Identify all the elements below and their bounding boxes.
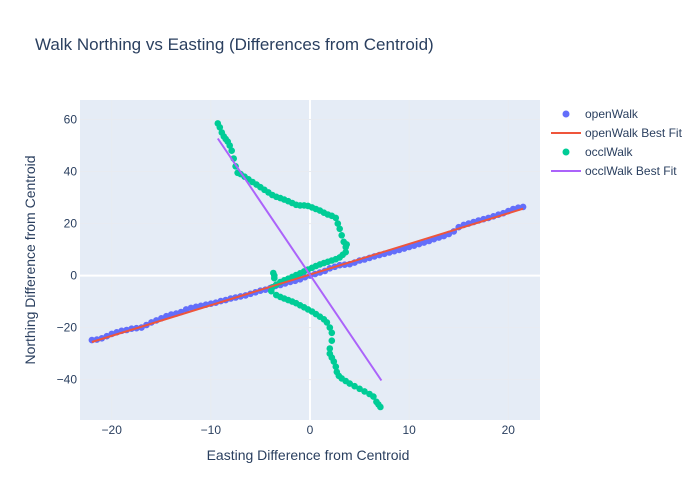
y-tick-labels: −40 −20 0 20 40 60 bbox=[57, 113, 78, 387]
occlwalk-point bbox=[336, 225, 344, 233]
legend-openwalk-marker-icon bbox=[562, 110, 570, 118]
y-tick-label: 40 bbox=[64, 165, 78, 179]
occlwalk-point bbox=[323, 319, 331, 326]
legend-item-openwalk[interactable]: openWalk bbox=[562, 107, 639, 121]
occlwalk-point bbox=[351, 382, 358, 390]
occlwalk-point bbox=[332, 363, 340, 371]
occlwalk-point bbox=[216, 124, 224, 131]
occlwalk-point bbox=[328, 329, 336, 337]
y-tick-label: 60 bbox=[64, 113, 78, 127]
x-tick-label: 10 bbox=[402, 423, 416, 437]
occlwalk-point bbox=[334, 220, 342, 227]
occlwalk-point bbox=[268, 287, 275, 295]
legend-item-occlwalk-best-fit[interactable]: occlWalk Best Fit bbox=[551, 164, 677, 178]
legend-item-openwalk-best-fit[interactable]: openWalk Best Fit bbox=[551, 126, 683, 140]
y-tick-label: −20 bbox=[57, 321, 78, 335]
series-layer bbox=[88, 120, 527, 411]
y-axis-label: Northing Difference from Centroid bbox=[22, 155, 38, 364]
openwalk-point bbox=[420, 239, 428, 246]
series-occlwalk-best-fit bbox=[216, 137, 383, 382]
x-tick-label: −20 bbox=[102, 423, 123, 437]
occlwalk-point bbox=[346, 380, 354, 387]
openwalk-best-fit-line bbox=[91, 207, 524, 343]
legend-item-occlwalk[interactable]: occlWalk bbox=[562, 145, 634, 159]
occlwalk-point bbox=[326, 324, 334, 331]
occlwalk-point bbox=[330, 358, 338, 365]
occlwalk-point bbox=[270, 269, 277, 277]
occlwalk-point bbox=[328, 337, 336, 345]
chart-title: Walk Northing vs Easting (Differences fr… bbox=[35, 35, 434, 54]
occlwalk-point bbox=[361, 388, 368, 395]
x-tick-label: −10 bbox=[201, 423, 222, 437]
legend-occlwalk-marker-icon bbox=[562, 148, 570, 156]
legend-openwalk-label: openWalk bbox=[585, 107, 639, 121]
occlwalk-best-fit-line bbox=[216, 137, 383, 382]
occlwalk-point bbox=[343, 241, 351, 248]
x-tick-labels: −20 −10 0 10 20 bbox=[102, 423, 516, 437]
legend-occlwalk-fit-label: occlWalk Best Fit bbox=[585, 164, 677, 178]
occlwalk-point bbox=[370, 393, 377, 400]
y-tick-label: 20 bbox=[64, 217, 78, 231]
occlwalk-point bbox=[326, 345, 334, 352]
occlwalk-point bbox=[226, 142, 233, 149]
y-tick-label: 0 bbox=[70, 269, 77, 283]
x-tick-label: 0 bbox=[307, 423, 314, 437]
legend-openwalk-fit-label: openWalk Best Fit bbox=[585, 126, 683, 140]
gridlines bbox=[80, 100, 540, 420]
openwalk-point bbox=[187, 304, 195, 312]
x-tick-label: 20 bbox=[502, 423, 516, 437]
occlwalk-point bbox=[228, 147, 235, 154]
legend-occlwalk-label: occlWalk bbox=[585, 145, 634, 159]
occlwalk-point bbox=[356, 385, 363, 393]
occlwalk-point bbox=[338, 232, 346, 239]
x-axis-label: Easting Difference from Centroid bbox=[207, 447, 410, 463]
occlwalk-point bbox=[332, 214, 340, 222]
openwalk-point bbox=[410, 242, 418, 249]
legend: openWalk openWalk Best Fit occlWalk occl… bbox=[551, 107, 683, 178]
occlwalk-point bbox=[377, 403, 384, 411]
series-openwalk-best-fit bbox=[91, 207, 524, 343]
y-tick-label: −40 bbox=[57, 373, 78, 387]
